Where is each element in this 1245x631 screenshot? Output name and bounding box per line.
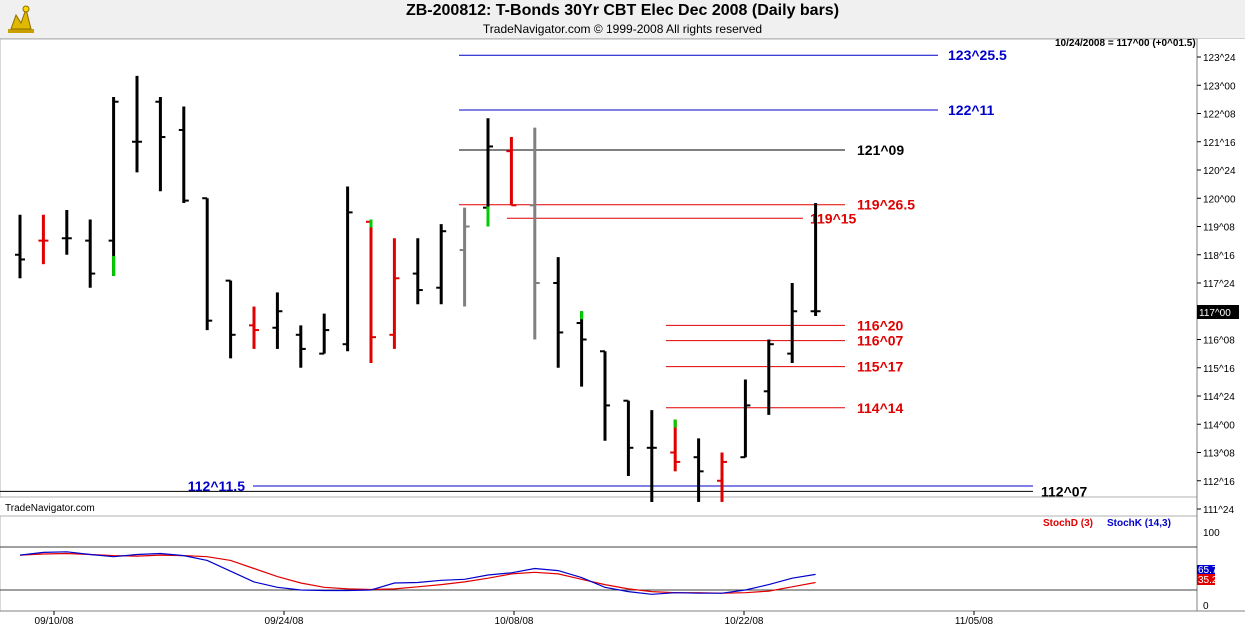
ohlc-bar: [225, 279, 236, 359]
level-label: 116^07: [857, 333, 904, 349]
date-tick-label: 09/10/08: [35, 616, 74, 627]
ohlc-bar: [576, 311, 587, 387]
date-tick-label: 10/08/08: [495, 616, 534, 627]
ohlc-bar: [272, 292, 283, 349]
stochastic-panel: [19, 551, 816, 595]
level-label: 114^14: [857, 400, 904, 416]
last-price-tag: [1197, 305, 1239, 319]
ohlc-bars: [15, 75, 821, 502]
stochk-value-tag: [1197, 565, 1215, 574]
ohlc-bar: [412, 238, 423, 305]
legend-stochk: StochK (14,3): [1107, 518, 1171, 529]
date-tick-label: 10/22/08: [725, 616, 764, 627]
level-label: 112^11.5: [188, 478, 245, 494]
stochd-value-text: 35.25: [1198, 575, 1223, 586]
ohlc-bar: [61, 210, 72, 255]
stoch-line-blue: [19, 551, 816, 595]
price-tick-label: 120^00: [1203, 194, 1236, 205]
price-tick-label: 117^24: [1203, 279, 1235, 290]
date-tick-label: 09/24/08: [265, 616, 304, 627]
ohlc-bar: [202, 197, 213, 331]
ohlc-bar: [553, 257, 564, 368]
price-tick-label: 123^24: [1203, 53, 1236, 64]
ohlc-bar: [529, 127, 540, 340]
price-tick-label: 112^16: [1203, 477, 1235, 488]
price-tick-label: 122^08: [1203, 110, 1236, 121]
status-readout: 10/24/2008 = 117^00 (+0^01.5): [1055, 38, 1196, 49]
ohlc-bar: [506, 137, 517, 207]
ohlc-bar: [623, 399, 634, 477]
date-tick-label: 11/05/08: [955, 616, 994, 627]
price-tick-label: 114^24: [1203, 392, 1235, 403]
ohlc-bar: [85, 219, 96, 288]
level-label: 112^07: [1041, 483, 1088, 499]
ohlc-bar: [436, 224, 447, 305]
price-tick-label: 123^00: [1203, 81, 1236, 92]
last-price-tag-text: 117^00: [1199, 308, 1231, 319]
ohlc-bar: [459, 207, 470, 307]
legend-stochd: StochD (3): [1043, 518, 1093, 529]
copyright-notice: TradeNavigator.com © 1999-2008 All right…: [482, 22, 763, 36]
ohlc-bar: [787, 283, 798, 364]
ohlc-bar: [740, 379, 751, 459]
ohlc-bar: [670, 419, 681, 472]
price-tick-label: 120^24: [1203, 166, 1236, 177]
ohlc-bar: [249, 306, 259, 349]
ohlc-bar: [155, 97, 166, 192]
trade-navigator-logo-icon: [8, 5, 34, 33]
chart-header: ZB-200812: T-Bonds 30Yr CBT Elec Dec 200…: [0, 0, 1245, 39]
watermark-text: TradeNavigator.com: [5, 503, 95, 514]
price-tick-label: 116^08: [1203, 336, 1235, 347]
ohlc-bar: [717, 452, 727, 502]
level-label: 122^11: [948, 102, 995, 118]
ohlc-bar: [15, 214, 25, 279]
stoch-tick-100: 100: [1203, 528, 1220, 539]
chart-title: ZB-200812: T-Bonds 30Yr CBT Elec Dec 200…: [405, 2, 840, 19]
ohlc-bar: [178, 106, 189, 203]
level-label: 123^25.5: [948, 47, 1007, 63]
date-axis: 09/10/08 09/24/08 10/08/08 10/22/08 11/05/08: [35, 611, 994, 627]
ohlc-bar: [132, 75, 142, 173]
price-tick-label: 121^16: [1203, 138, 1236, 149]
stoch-tick-0: 0: [1203, 601, 1209, 612]
price-axis: 123^24 123^00 122^08 121^16 120^24 120^00 119^…: [1197, 53, 1236, 516]
ohlc-bar: [810, 202, 821, 316]
price-tick-label: 111^24: [1203, 505, 1234, 516]
price-tick-label: 115^16: [1203, 364, 1235, 375]
level-label: 121^09: [857, 142, 904, 158]
ohlc-bar: [483, 118, 493, 227]
ohlc-bar: [693, 438, 704, 502]
price-tick-label: 113^08: [1203, 449, 1235, 460]
ohlc-bar: [342, 186, 353, 352]
ohlc-bar: [108, 97, 119, 276]
stochk-value-text: 65.70: [1198, 565, 1223, 576]
stoch-line-red: [19, 552, 816, 594]
price-tick-label: 119^08: [1203, 223, 1235, 234]
ohlc-bar: [319, 313, 330, 355]
level-label: 119^15: [810, 210, 857, 226]
ohlc-bar: [389, 238, 400, 349]
ohlc-bar: [600, 350, 610, 441]
price-tick-label: 118^16: [1203, 251, 1235, 262]
ohlc-bar: [38, 214, 49, 265]
stochd-value-tag: [1197, 574, 1215, 585]
ohlc-bar: [763, 339, 774, 415]
ohlc-bar: [646, 410, 657, 502]
level-label: 116^20: [857, 317, 904, 333]
price-tick-label: 114^00: [1203, 420, 1235, 431]
ohlc-bar: [366, 219, 376, 364]
ohlc-bar: [295, 325, 306, 368]
level-label: 119^26.5: [857, 197, 915, 213]
level-label: 115^17: [857, 359, 904, 375]
